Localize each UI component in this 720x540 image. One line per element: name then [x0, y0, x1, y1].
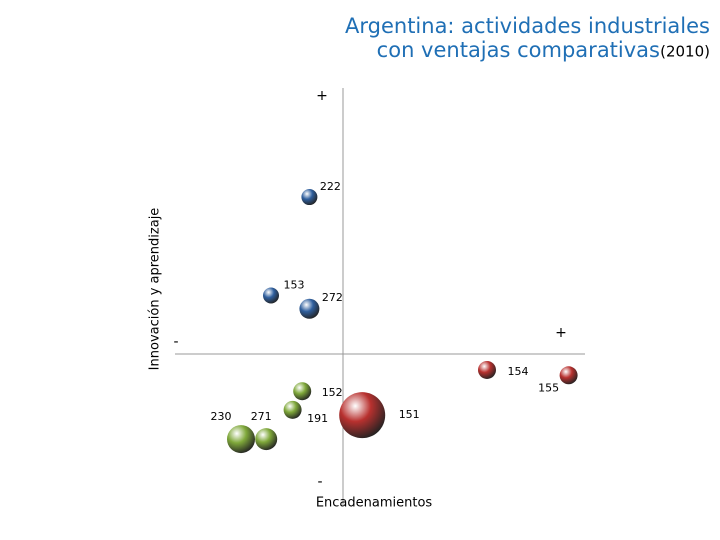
bubble — [293, 382, 312, 401]
chart-title: Argentina: actividades industriales — [345, 14, 710, 38]
x-axis-end: - — [173, 334, 178, 350]
point-label: 154 — [508, 365, 529, 378]
point-label: 153 — [284, 278, 305, 291]
x-axis-end: + — [555, 325, 567, 341]
chart-title-year: (2010) — [660, 43, 710, 61]
x-axis-label: Encadenamientos — [316, 496, 433, 511]
chart-title: con ventajas comparativas — [377, 38, 660, 62]
point-label: 272 — [322, 291, 343, 304]
y-axis-label: Innovación y aprendizaje — [148, 208, 163, 371]
bubble — [339, 392, 386, 439]
bubble — [263, 287, 279, 304]
point-label: 152 — [322, 386, 343, 399]
bubble — [559, 366, 578, 385]
bubble — [283, 400, 302, 419]
point-label: 191 — [307, 412, 328, 425]
y-axis-end: + — [316, 88, 328, 104]
point-label: 151 — [399, 408, 420, 421]
y-axis-end: - — [317, 474, 322, 490]
point-label: 155 — [538, 381, 559, 394]
bubble — [478, 360, 496, 379]
bubble — [301, 189, 318, 206]
point-label: 230 — [211, 410, 232, 423]
bubble — [227, 425, 255, 454]
point-label: 271 — [251, 410, 272, 423]
point-label: 222 — [320, 180, 341, 193]
bubble — [299, 298, 320, 319]
bubble — [255, 428, 278, 451]
